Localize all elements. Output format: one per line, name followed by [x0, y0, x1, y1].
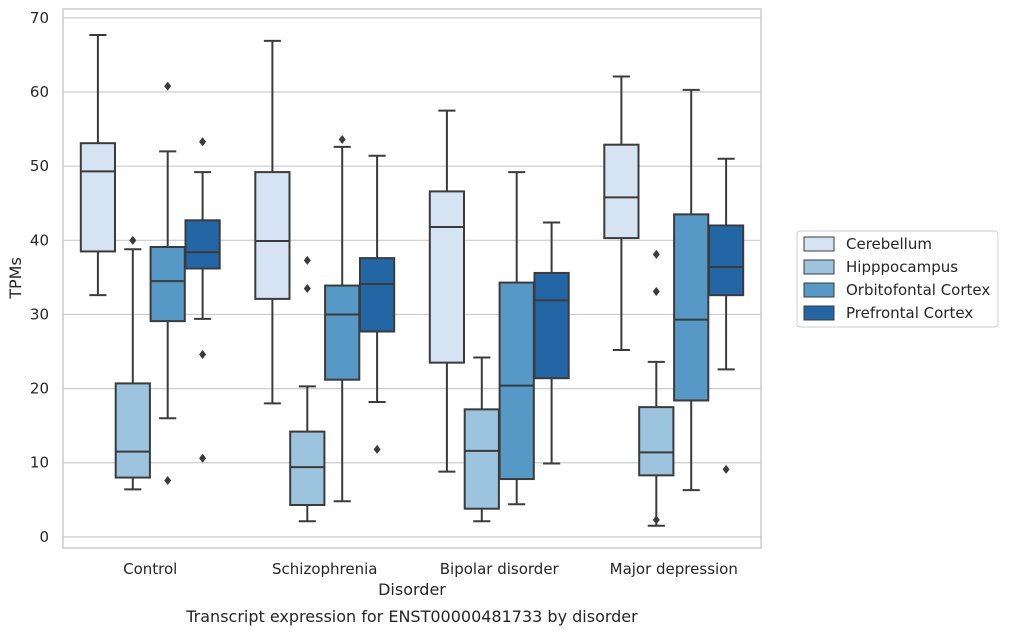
- box-2-2: [498, 171, 535, 506]
- outlier-point: [199, 453, 207, 463]
- outlier-point: [373, 444, 381, 454]
- box-0-0: [79, 33, 117, 297]
- boxplot-marks: [79, 33, 745, 527]
- box-body: [428, 190, 466, 364]
- y-tick-label: 20: [30, 380, 49, 398]
- box-body: [358, 257, 396, 333]
- box-body: [254, 171, 291, 300]
- box-body: [289, 430, 326, 506]
- y-tick-label: 70: [30, 9, 49, 27]
- outlier-point: [164, 476, 172, 486]
- x-tick-label: Bipolar disorder: [440, 560, 560, 578]
- box-body: [79, 142, 117, 253]
- outlier-point: [303, 255, 311, 265]
- box-body: [707, 224, 745, 297]
- y-tick-label: 0: [39, 528, 49, 546]
- box-2-1: [463, 356, 500, 523]
- y-tick-labels: 0 10 20 30 40 50 60 70: [30, 9, 49, 546]
- outlier-point: [129, 235, 137, 245]
- box-0-1: [114, 235, 151, 491]
- outlier-point: [652, 249, 660, 259]
- legend-swatch: [803, 282, 835, 298]
- legend-frame: [796, 230, 999, 328]
- x-tick-label: Major depression: [610, 560, 738, 578]
- x-axis-label: Disorder: [378, 580, 446, 599]
- chart-caption: Transcript expression for ENST0000048173…: [185, 607, 638, 626]
- box-2-0: [428, 109, 466, 473]
- box-body: [603, 143, 640, 240]
- x-tick-labels: Control Schizophrenia Bipolar disorder Majo…: [123, 560, 738, 578]
- outlier-point: [338, 134, 346, 144]
- outlier-point: [722, 464, 730, 474]
- outlier-point: [652, 515, 660, 525]
- legend-swatch: [803, 259, 835, 275]
- y-tick-label: 40: [30, 231, 49, 249]
- box-3-3: [707, 157, 745, 474]
- outlier-point: [199, 349, 207, 359]
- outlier-point: [652, 286, 660, 296]
- y-tick-label: 30: [30, 305, 49, 323]
- box-1-2: [324, 134, 361, 503]
- legend-label: Cerebellum: [846, 235, 932, 253]
- plot-area-frame: [62, 8, 762, 549]
- box-body: [463, 408, 500, 510]
- box-0-2: [149, 81, 186, 486]
- box-0-3: [184, 137, 221, 463]
- y-tick-label: 50: [30, 157, 49, 175]
- x-tick-label: Control: [123, 560, 177, 578]
- box-body: [673, 213, 710, 402]
- legend: Cerebellum Hipppocampus Orbitofontal Corte…: [796, 230, 999, 328]
- legend-label: Hipppocampus: [846, 258, 958, 276]
- box-3-1: [638, 249, 675, 527]
- box-body: [114, 382, 151, 479]
- x-tick-label: Schizophrenia: [272, 560, 377, 578]
- outlier-point: [199, 137, 207, 147]
- box-body: [533, 271, 570, 380]
- outlier-point: [303, 284, 311, 294]
- box-body: [498, 281, 535, 481]
- box-body: [149, 245, 186, 323]
- y-tick-label: 10: [30, 454, 49, 472]
- box-1-3: [358, 154, 396, 454]
- box-3-2: [673, 88, 710, 492]
- box-body: [184, 219, 221, 270]
- box-1-0: [254, 39, 291, 405]
- legend-label: Orbitofontal Cortex: [846, 281, 990, 299]
- box-1-1: [289, 255, 326, 523]
- box-3-0: [603, 75, 640, 352]
- box-2-3: [533, 221, 570, 465]
- legend-swatch: [803, 236, 835, 252]
- y-tick-label: 60: [30, 83, 49, 101]
- box-body: [324, 284, 361, 381]
- legend-swatch: [803, 305, 835, 321]
- y-axis-label: TPMs: [6, 257, 25, 300]
- box-body: [638, 406, 675, 477]
- legend-label: Prefrontal Cortex: [846, 304, 973, 322]
- outlier-point: [164, 81, 172, 91]
